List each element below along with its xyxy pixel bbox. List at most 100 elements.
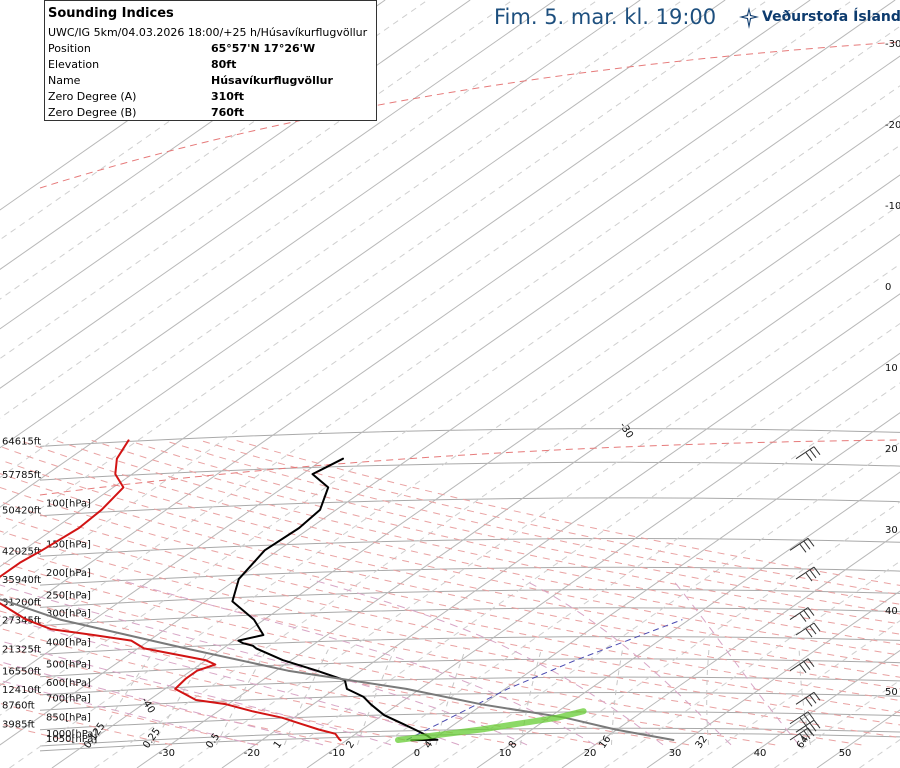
mixing-ratio-label: 4 xyxy=(423,739,436,751)
pressure-label: 700[hPa] xyxy=(46,693,91,704)
moist-adiabat xyxy=(522,578,732,746)
mixing-ratio-line xyxy=(215,648,268,746)
altitude-label: 3985ft xyxy=(2,720,35,731)
wind-barbs xyxy=(789,446,821,743)
temperature-axis-label: 30 xyxy=(669,748,682,759)
wind-barb-feather xyxy=(803,661,811,670)
altitude-label: 21325ft xyxy=(2,644,41,655)
mixing-ratio-line xyxy=(798,648,811,745)
vedurstofa-logo-icon xyxy=(739,7,759,29)
wind-barb-feather xyxy=(803,610,811,619)
right-axis-label: -30 xyxy=(885,39,900,50)
isotherm-dashed-line xyxy=(689,620,900,768)
isotherm-line xyxy=(0,0,386,270)
pressure-label: 400[hPa] xyxy=(46,637,91,648)
wind-barb-shaft xyxy=(795,622,815,636)
dry-adiabat xyxy=(0,545,900,739)
altitude-label: 35940ft xyxy=(2,575,41,586)
indices-label-zero-a: Zero Degree (A) xyxy=(48,90,137,103)
wind-barb-feather xyxy=(805,572,813,582)
isotherm-dashed-line xyxy=(0,0,768,538)
indices-value-name: Húsavíkurflugvöllur xyxy=(211,74,333,87)
isobar-line xyxy=(39,692,900,711)
right-axis-label: 30 xyxy=(885,525,898,536)
dry-adiabat xyxy=(0,473,900,678)
isotherm-dashed-line xyxy=(264,322,900,768)
mixing-ratio-line xyxy=(706,648,710,745)
wind-barb-feather xyxy=(813,446,821,455)
moist-adiabat xyxy=(0,584,528,746)
indices-label-position: Position xyxy=(48,42,91,55)
wind-barb-feather xyxy=(807,711,815,721)
isotherm-line xyxy=(221,293,900,768)
wind-barb xyxy=(789,711,815,727)
moist-adiabat xyxy=(0,640,392,746)
isotherm-dashed-line xyxy=(0,0,853,597)
sounding-indices-panel: Sounding Indices UWC/IG 5km/04.03.2026 1… xyxy=(44,0,377,121)
isotherm-label: -30 xyxy=(617,421,635,441)
wind-barb xyxy=(789,727,815,743)
wind-barb xyxy=(795,719,821,735)
isobar-line xyxy=(39,607,900,627)
wind-barb-feather xyxy=(807,607,815,616)
pressure-label: 850[hPa] xyxy=(46,713,91,724)
wind-barb-feather xyxy=(799,664,807,673)
dry-adiabat xyxy=(235,439,900,586)
brand-name: Veðurstofa Íslands xyxy=(762,9,900,25)
wind-barb-feather xyxy=(803,540,811,550)
mixing-ratio-label: 32 xyxy=(694,734,710,751)
wind-barb-feather xyxy=(799,613,807,622)
dry-adiabat xyxy=(0,664,345,746)
wind-barb xyxy=(795,691,821,707)
right-axis-label: 10 xyxy=(885,363,898,374)
isotherm-line xyxy=(476,471,900,768)
wind-barb xyxy=(795,566,821,582)
altitude-label: 27345ft xyxy=(2,616,41,627)
mixing-ratio-line xyxy=(611,648,624,745)
wind-barb-feather xyxy=(809,695,817,704)
wind-barb-feather xyxy=(809,722,817,732)
wind-barb-shaft xyxy=(789,658,809,672)
reference-height-line xyxy=(39,439,900,496)
dry-adiabat xyxy=(127,439,900,615)
indices-value-zero-b: 760ft xyxy=(211,106,245,119)
wind-barb-feather xyxy=(799,717,807,727)
dry-adiabat xyxy=(0,561,862,746)
wind-barb-shaft xyxy=(789,537,809,551)
pressure-label: 600[hPa] xyxy=(46,678,91,689)
moist-adiabat xyxy=(671,578,800,746)
isotherm-dashed-line xyxy=(0,0,343,241)
wind-barb xyxy=(795,446,821,461)
altitude-label: 8760ft xyxy=(2,700,35,711)
temperature-axis-label: 20 xyxy=(584,748,597,759)
wind-barb-feather xyxy=(809,449,817,458)
altitude-label: 42025ft xyxy=(2,546,41,557)
isotherm-dashed-line xyxy=(519,501,900,768)
isotherm-line xyxy=(136,233,900,768)
dry-adiabat xyxy=(199,439,900,596)
reference-height-line xyxy=(39,41,900,189)
altitude-label: 12410ft xyxy=(2,685,41,696)
wind-barb-shaft xyxy=(795,719,815,733)
right-axis-label: -10 xyxy=(885,201,900,212)
dry-adiabat xyxy=(0,459,900,667)
wind-barb-feather xyxy=(803,714,811,724)
wind-barb-feather xyxy=(807,658,815,667)
isobar-line xyxy=(39,732,900,752)
isotherm-dashed-line xyxy=(0,0,598,419)
wind-barb-feather xyxy=(813,719,821,729)
dry-adiabat xyxy=(19,439,900,646)
isotherm-line xyxy=(0,0,556,389)
isotherm-dashed-line xyxy=(774,679,900,768)
sounding-line-2 xyxy=(0,598,675,741)
indices-value-elevation: 80ft xyxy=(211,58,237,71)
right-axis-label: 0 xyxy=(885,282,891,293)
isotherm-dashed-line xyxy=(859,739,900,768)
isobar-line xyxy=(39,636,900,655)
grid-labels: 0.125 0.25 0.5 1 2 4 8 16 32 641050[hPa]1000[hPa]… xyxy=(2,39,900,759)
sounding-series xyxy=(0,439,675,743)
wind-barb-shaft xyxy=(795,691,815,705)
